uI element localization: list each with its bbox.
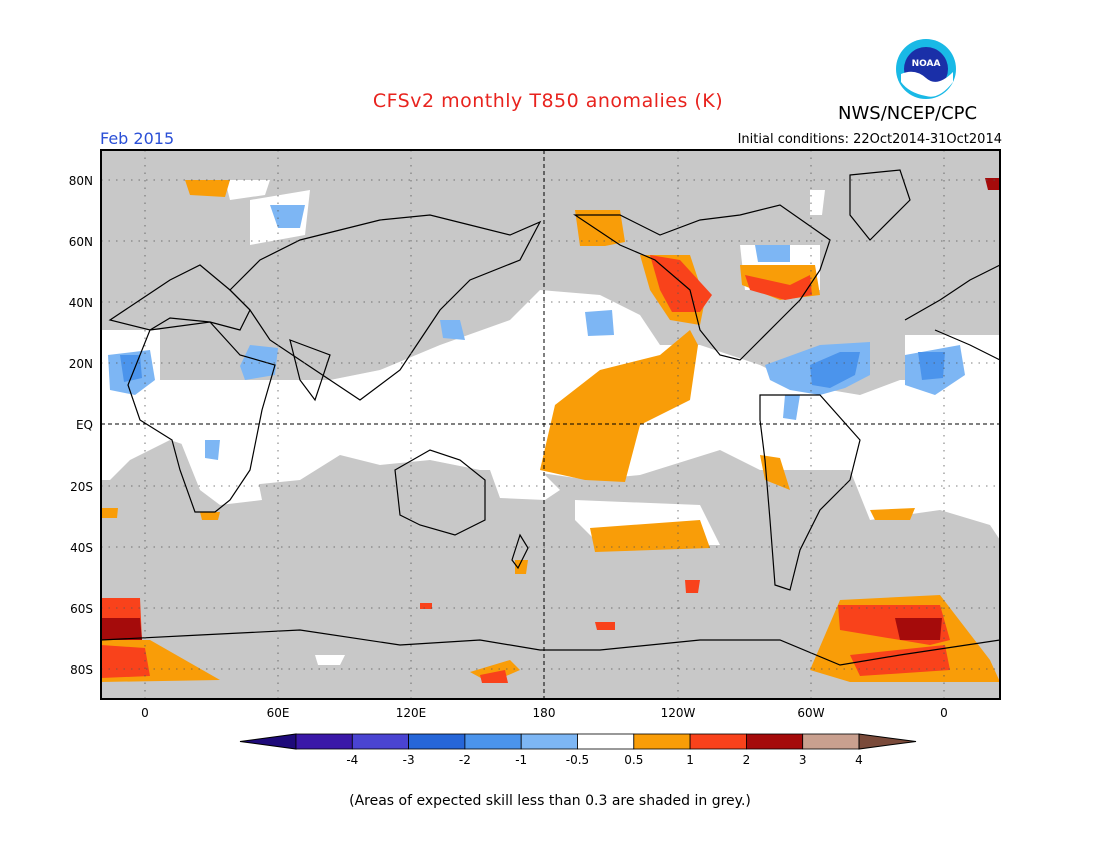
lon-label: 120E: [396, 706, 427, 720]
strong-cool-cores: [120, 352, 945, 388]
map-frame: [100, 149, 1001, 700]
colorbar-under-arrow: [239, 733, 297, 750]
colorbar-tick-label: 1: [686, 753, 694, 767]
lon-label: 120W: [661, 706, 696, 720]
colorbar-segment: [802, 733, 860, 750]
lon-label: 180: [533, 706, 556, 720]
initial-conditions: Initial conditions: 22Oct2014-31Oct2014: [737, 132, 1002, 147]
lat-label: 40N: [69, 296, 93, 310]
colorbar-segment: [520, 733, 578, 750]
colorbar-segments: [239, 733, 917, 750]
colorbar-labels: -4 -3 -2 -1 -0.5 0.5 1 2 3 4: [346, 753, 863, 767]
lat-label: 20N: [69, 357, 93, 371]
lon-label: 60E: [267, 706, 290, 720]
lat-label: 60N: [69, 235, 93, 249]
equator-dateline: [101, 150, 1000, 699]
lon-labels: 0 60E 120E 180 120W 60W 0: [141, 706, 948, 720]
colorbar-segment: [746, 733, 804, 750]
colorbar-segment: [633, 733, 691, 750]
colorbar-segment: [689, 733, 747, 750]
graticule: [101, 150, 1000, 699]
colorbar-tick-label: -2: [459, 753, 471, 767]
lon-label: 0: [141, 706, 149, 720]
skill-footnote: (Areas of expected skill less than 0.3 a…: [349, 793, 751, 809]
lat-label: 20S: [70, 480, 93, 494]
colorbar-over-arrow: [858, 733, 917, 750]
colorbar-tick-label: 3: [799, 753, 807, 767]
colorbar-tick-label: -4: [346, 753, 358, 767]
colorbar-tick-label: -3: [403, 753, 415, 767]
anomaly-map: 80N 60N 40N 20N EQ 20S 40S 60S 80S 0 60E…: [69, 149, 1001, 720]
lat-label: 60S: [70, 602, 93, 616]
very-strong-warm-cores: [101, 178, 1000, 640]
lat-label: EQ: [76, 418, 93, 432]
logo-text: NOAA: [912, 59, 941, 69]
lat-label: 40S: [70, 541, 93, 555]
colorbar-segment: [295, 733, 353, 750]
colorbar-segment: [408, 733, 466, 750]
forecast-month: Feb 2015: [100, 129, 175, 148]
colorbar: -4 -3 -2 -1 -0.5 0.5 1 2 3 4: [239, 733, 917, 767]
colorbar-segment: [464, 733, 522, 750]
colorbar-tick-label: -1: [515, 753, 527, 767]
lat-label: 80N: [69, 174, 93, 188]
lat-label: 80S: [70, 663, 93, 677]
lon-label: 0: [940, 706, 948, 720]
colorbar-tick-label: 0.5: [624, 753, 643, 767]
map-title: CFSv2 monthly T850 anomalies (K): [372, 90, 724, 112]
colorbar-tick-label: 2: [743, 753, 751, 767]
colorbar-tick-label: -0.5: [566, 753, 589, 767]
colorbar-segment: [577, 733, 635, 750]
colorbar-tick-label: 4: [855, 753, 863, 767]
noaa-logo: NOAA: [896, 39, 956, 99]
colorbar-segment: [351, 733, 409, 750]
agency-label: NWS/NCEP/CPC: [838, 103, 978, 124]
lat-labels: 80N 60N 40N 20N EQ 20S 40S 60S 80S: [69, 174, 93, 677]
lon-label: 60W: [797, 706, 824, 720]
